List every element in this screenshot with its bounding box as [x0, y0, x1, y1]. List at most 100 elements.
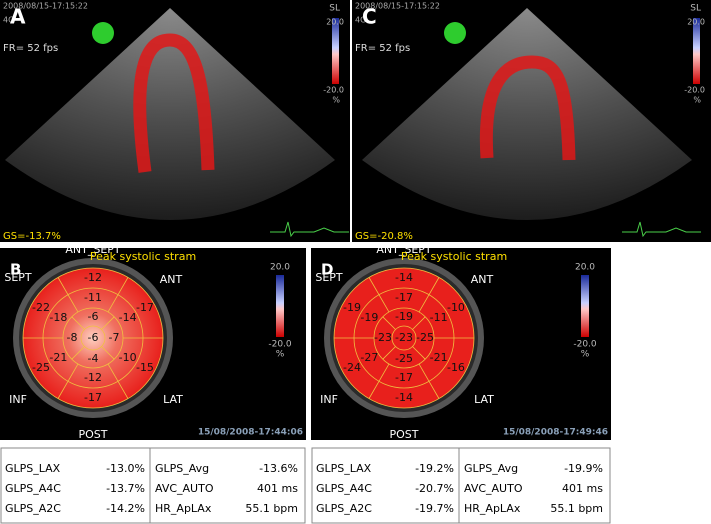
wall-label: LAT: [163, 393, 183, 406]
wall-label: ANT: [471, 273, 494, 286]
strain-trace: [133, 33, 215, 173]
segment-value: -17: [84, 391, 102, 404]
segment-value: -27: [360, 351, 378, 364]
frame-rate: FR= 52 fps: [355, 43, 410, 54]
wall-label: POST: [390, 428, 419, 441]
segment-divider: [412, 316, 426, 330]
panel-letter: A: [10, 5, 26, 29]
segment-value: -24: [343, 361, 361, 374]
segment-divider: [57, 277, 79, 313]
timestamp: 2008/08/15-17:15:22: [355, 2, 440, 11]
table-cell: 401 ms: [257, 482, 298, 495]
segment-divider: [412, 346, 426, 360]
table-cell: 55.1 bpm: [550, 502, 603, 515]
scale-pct: %: [693, 96, 701, 105]
table-cell: -19.9%: [564, 462, 603, 475]
segment-value: -17: [395, 371, 413, 384]
table-cell: GLPS_LAX: [5, 462, 61, 475]
view-label: 4C: [355, 16, 366, 25]
bullseye-plot: [334, 268, 474, 408]
panel-letter: B: [10, 261, 21, 279]
segment-divider: [382, 316, 396, 330]
segment-value: -19: [360, 311, 378, 324]
scale-pct: %: [581, 350, 590, 360]
strain-trace: [479, 55, 576, 161]
segment-value: -19: [395, 310, 413, 323]
segment-value: -21: [49, 351, 67, 364]
wall-label: INF: [9, 393, 27, 406]
panel-letter: D: [321, 261, 333, 279]
segment-value: -25: [395, 352, 413, 365]
segment-value: -16: [447, 361, 465, 374]
table-cell: GLPS_Avg: [464, 462, 518, 475]
segment-divider: [382, 346, 396, 360]
wall-label: SEPT: [4, 271, 32, 284]
segment-value: -14: [119, 311, 137, 324]
table-cell: AVC_AUTO: [464, 482, 523, 495]
ultrasound-sector: [5, 8, 335, 220]
segment-ring: [391, 325, 417, 351]
bullseye-plot: [23, 268, 163, 408]
scale-max: 20.0: [687, 18, 705, 27]
table-cell: 55.1 bpm: [245, 502, 298, 515]
segment-value: -21: [430, 351, 448, 364]
wall-label: INF: [320, 393, 338, 406]
table-cell: GLPS_A2C: [5, 502, 61, 515]
segment-divider: [71, 316, 85, 330]
segment-value: -11: [430, 311, 448, 324]
wall-label: ANT_SEPT: [65, 243, 121, 256]
table-cell: HR_ApLAx: [155, 502, 212, 515]
table-cell: GLPS_LAX: [316, 462, 372, 475]
segment-divider: [418, 277, 440, 313]
scale-min: -20.0: [268, 340, 292, 350]
wall-label: ANT: [160, 273, 183, 286]
segment-value: -10: [447, 301, 465, 314]
metrics-table: [311, 447, 611, 524]
wall-label: ANT_SEPT: [376, 243, 432, 256]
global-strain: GS=-13.7%: [3, 231, 61, 242]
table-cell: -19.2%: [415, 462, 454, 475]
scale-pct: %: [332, 96, 340, 105]
scale-min: -20.0: [684, 86, 705, 95]
color-scale: [332, 18, 339, 84]
segment-value: -14: [395, 271, 413, 284]
scale-max: 20.0: [575, 263, 595, 273]
table-cell: -19.7%: [415, 502, 454, 515]
color-scale: [581, 275, 589, 337]
segment-value: -4: [88, 352, 99, 365]
segment-value: -12: [84, 371, 102, 384]
table-cell: -20.7%: [415, 482, 454, 495]
segment-divider: [418, 363, 440, 399]
segment-ring: [80, 325, 106, 351]
segment-divider: [101, 346, 115, 360]
segment-value: -6: [88, 310, 99, 323]
wall-label: LAT: [474, 393, 494, 406]
scale-pct: %: [276, 350, 285, 360]
wall-label: POST: [79, 428, 108, 441]
scale-min: -20.0: [323, 86, 344, 95]
scale-unit: SL: [690, 4, 701, 14]
segment-value: -17: [136, 301, 154, 314]
frame-rate: FR= 52 fps: [3, 43, 58, 54]
segment-value: -11: [84, 291, 102, 304]
segment-value: -10: [119, 351, 137, 364]
segment-divider: [107, 277, 129, 313]
ecg-trace: [270, 221, 349, 238]
table-cell: HR_ApLAx: [464, 502, 521, 515]
segment-value: -19: [343, 301, 361, 314]
segment-divider: [368, 277, 390, 313]
color-scale: [276, 275, 284, 337]
table-cell: GLPS_A4C: [5, 482, 61, 495]
timestamp: 15/08/2008-17:49:46: [503, 428, 608, 438]
timestamp: 2008/08/15-17:15:22: [3, 2, 88, 11]
scale-max: 20.0: [326, 18, 344, 27]
metrics-table: [0, 447, 306, 524]
panel-letter: C: [362, 5, 377, 29]
segment-value: -12: [84, 271, 102, 284]
segment-value: -25: [32, 361, 50, 374]
table-cell: -13.6%: [259, 462, 298, 475]
table-cell: GLPS_Avg: [155, 462, 209, 475]
scale-max: 20.0: [270, 263, 290, 273]
status-indicator: [444, 22, 466, 44]
